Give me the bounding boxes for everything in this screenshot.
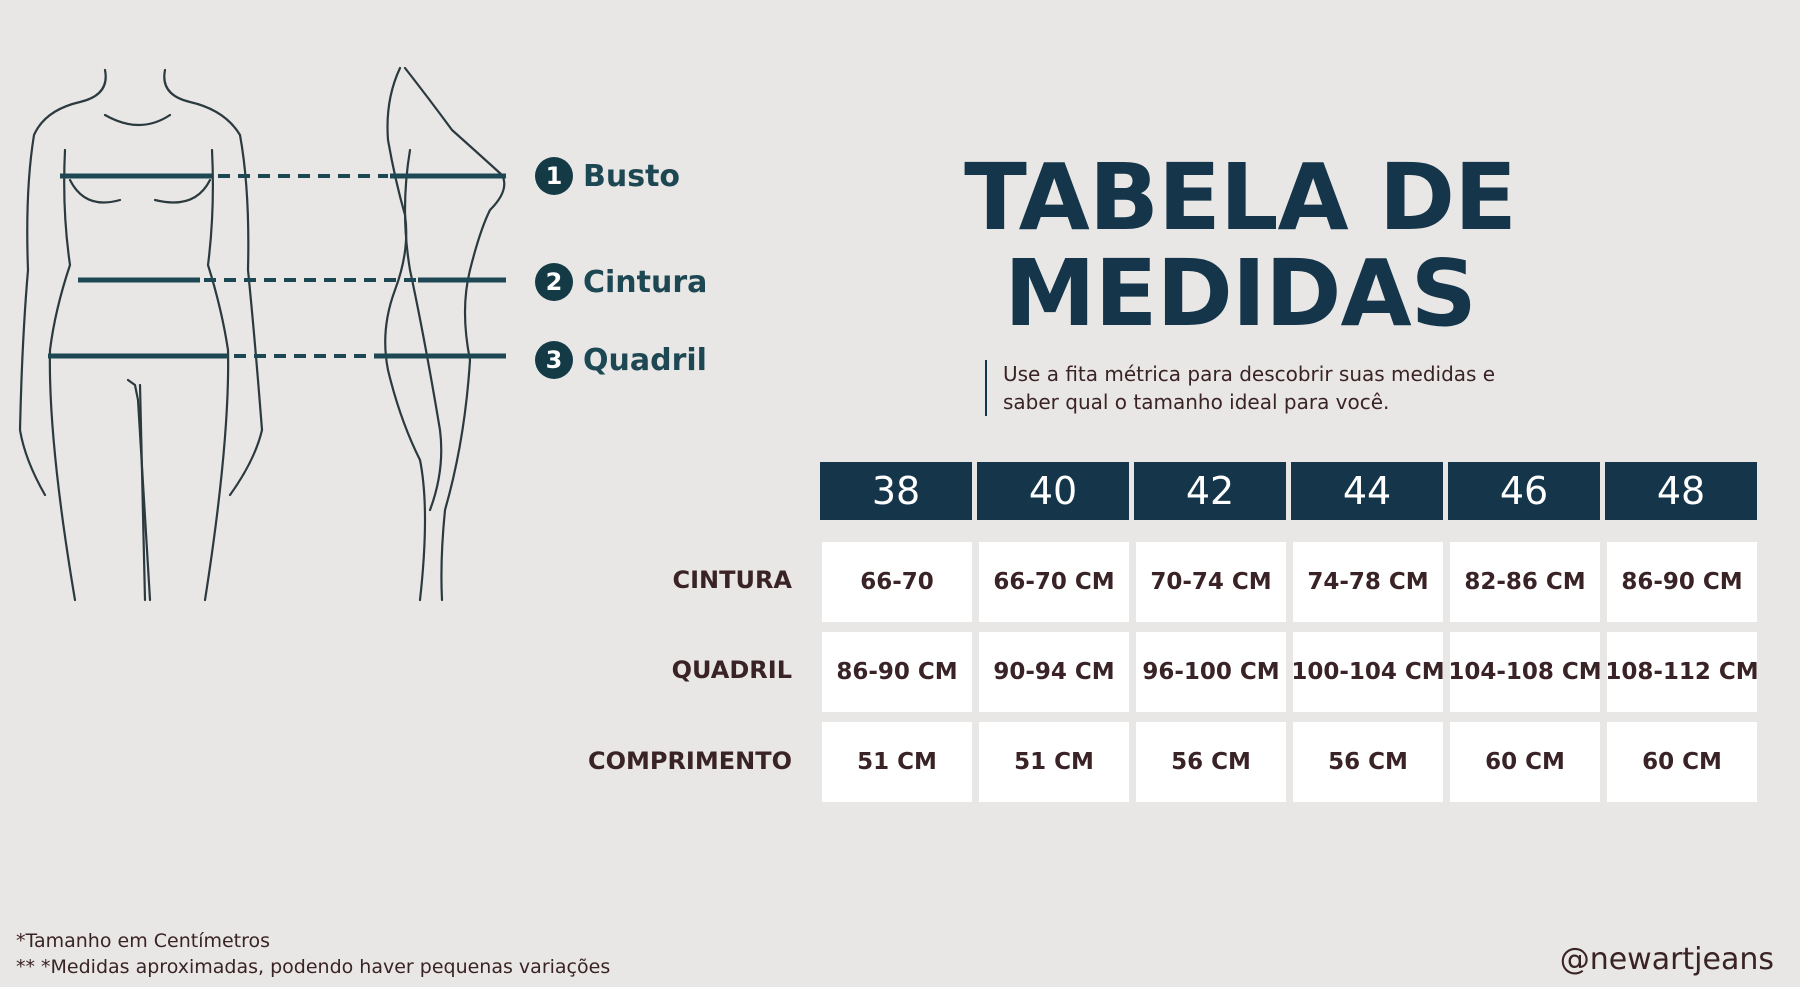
footnote-approximate: ** *Medidas aproximadas, podendo haver p… [16,956,611,978]
table-cell: 74-78 CM [1293,542,1443,622]
legend-number-2: 2 [535,263,573,301]
size-header-48: 48 [1605,462,1757,520]
table-cell: 60 CM [1450,722,1600,802]
table-cell: 82-86 CM [1450,542,1600,622]
size-header-44: 44 [1291,462,1443,520]
social-handle: @newartjeans [1559,942,1774,977]
table-cell: 56 CM [1136,722,1286,802]
body-measurement-illustration [18,66,506,602]
table-cell: 86-90 CM [1607,542,1757,622]
legend-label-cintura: Cintura [583,264,708,300]
size-header-38: 38 [820,462,972,520]
table-cell: 96-100 CM [1136,632,1286,712]
table-cell: 51 CM [979,722,1129,802]
row-label-quadril: QUADRIL [671,656,792,684]
table-cell: 90-94 CM [979,632,1129,712]
side-figure-outline [384,66,427,602]
legend-busto: 1 Busto [535,157,680,195]
table-cell: 51 CM [822,722,972,802]
table-cell: 104-108 CM [1448,632,1602,712]
size-header-42: 42 [1134,462,1286,520]
title-line-2: MEDIDAS [1004,240,1477,347]
legend-label-quadril: Quadril [583,342,707,378]
subtitle: Use a fita métrica para descobrir suas m… [985,360,1543,416]
size-header-46: 46 [1448,462,1600,520]
legend-label-busto: Busto [583,158,681,194]
front-figure-outline [18,68,107,497]
table-cell: 56 CM [1293,722,1443,802]
page-title: TABELA DE MEDIDAS [960,150,1520,342]
table-cell: 66-70 [822,542,972,622]
table-cell: 60 CM [1607,722,1757,802]
legend-number-1: 1 [535,157,573,195]
row-label-cintura: CINTURA [672,566,792,594]
legend-quadril: 3 Quadril [535,341,707,379]
title-line-1: TABELA DE [964,144,1517,251]
legend-number-3: 3 [535,341,573,379]
table-cell: 100-104 CM [1291,632,1445,712]
footnote-units: *Tamanho em Centímetros [16,930,271,952]
table-cell: 70-74 CM [1136,542,1286,622]
size-header-40: 40 [977,462,1129,520]
table-cell: 66-70 CM [979,542,1129,622]
row-label-comprimento: COMPRIMENTO [587,747,792,775]
table-cell: 108-112 CM [1605,632,1759,712]
table-cell: 86-90 CM [822,632,972,712]
legend-cintura: 2 Cintura [535,263,707,301]
